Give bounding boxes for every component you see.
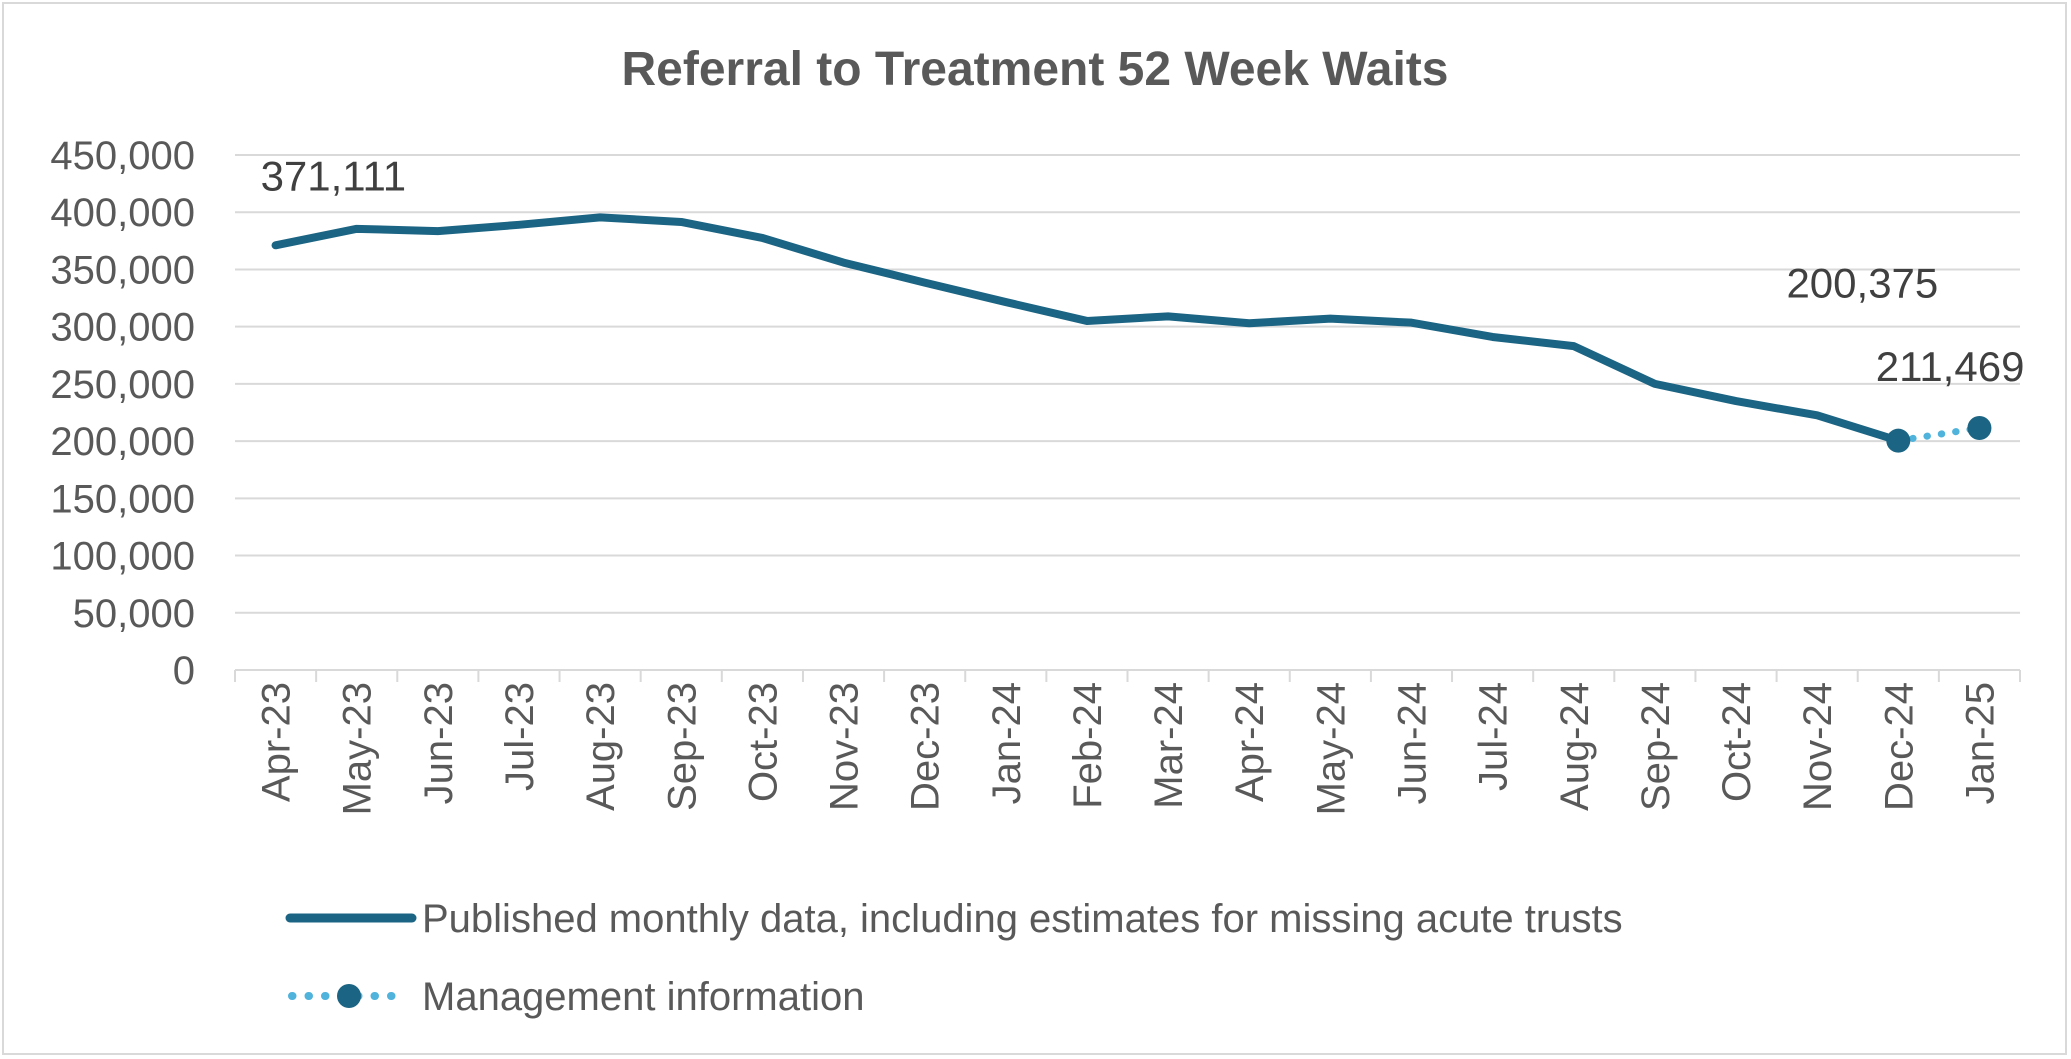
x-tick-label: Sep-24: [1634, 682, 1678, 811]
x-tick-label: Apr-23: [255, 682, 299, 802]
x-tick-label: Aug-23: [579, 682, 623, 811]
x-tick-label: Oct-23: [741, 682, 785, 802]
x-axis-tick-labels: Apr-23 May-23 Jun-23 Jul-23 Aug-23 Sep-23 Oct-…: [255, 682, 2003, 815]
y-tick-label: 350,000: [50, 248, 195, 292]
data-label: 371,111: [261, 152, 407, 199]
x-tick-label: Dec-24: [1877, 682, 1921, 811]
x-tick-label: Jun-24: [1390, 682, 1434, 804]
x-tick-label: Jul-23: [498, 682, 542, 791]
x-tick-label: Feb-24: [1066, 682, 1110, 809]
legend-entry-management: Management information: [422, 975, 864, 1019]
x-tick-label: Jun-23: [417, 682, 461, 804]
data-label: 200,375: [1786, 260, 1938, 307]
series-marker-management: [1886, 428, 1911, 453]
x-tick-label: Nov-24: [1796, 682, 1840, 811]
data-label: 211,469: [1876, 343, 2025, 390]
series-line-management: [1894, 424, 1983, 445]
x-tick-label: Jan-25: [1958, 682, 2002, 804]
x-tick-label: Sep-23: [660, 682, 704, 811]
y-axis-tick-labels: 0 50,000 100,000 150,000 200,000 250,000 300,0…: [50, 134, 195, 693]
axes: [234, 669, 2021, 682]
x-tick-label: Jan-24: [985, 682, 1029, 804]
y-tick-label: 0: [173, 649, 195, 693]
y-tick-label: 400,000: [50, 191, 195, 235]
x-tick-label: Dec-23: [904, 682, 948, 811]
y-tick-label: 50,000: [73, 592, 195, 636]
x-tick-label: Nov-23: [823, 682, 867, 811]
y-tick-label: 150,000: [50, 477, 195, 521]
data-series: [271, 213, 1992, 453]
legend-marker-management: [337, 984, 361, 1008]
legend-entry-published: Published monthly data, including estima…: [422, 897, 1623, 941]
x-tick-label: Aug-24: [1553, 682, 1597, 811]
chart-title: Referral to Treatment 52 Week Waits: [622, 43, 1449, 96]
y-tick-label: 100,000: [50, 535, 195, 579]
y-tick-label: 300,000: [50, 306, 195, 350]
y-tick-label: 450,000: [50, 134, 195, 178]
y-tick-label: 250,000: [50, 363, 195, 407]
series-marker-management: [1967, 415, 1992, 440]
data-labels: 371,111 200,375 211,469: [261, 152, 2025, 390]
x-tick-label: Apr-24: [1228, 682, 1272, 802]
x-tick-label: May-24: [1309, 682, 1353, 815]
legend: Published monthly data, including estima…: [285, 897, 1623, 1019]
x-tick-label: Jul-24: [1472, 682, 1516, 791]
y-tick-label: 200,000: [50, 420, 195, 464]
x-tick-label: Mar-24: [1147, 682, 1191, 809]
x-tick-label: May-23: [336, 682, 380, 815]
gridlines: [235, 154, 2020, 614]
series-line-published: [271, 213, 1903, 445]
x-tick-label: Oct-24: [1715, 682, 1759, 802]
